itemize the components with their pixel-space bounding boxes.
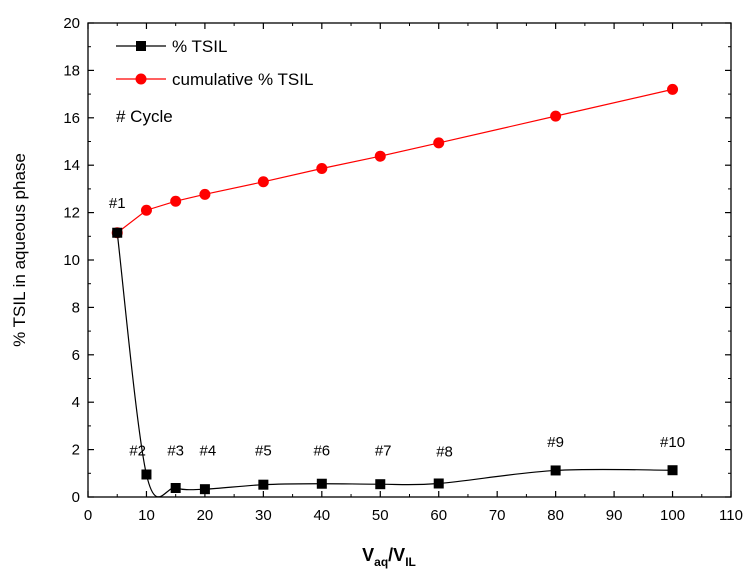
plot-area bbox=[111, 83, 679, 498]
x-tick-label: 90 bbox=[606, 507, 623, 524]
x-tick-label: 110 bbox=[719, 507, 743, 524]
series-line-1 bbox=[116, 88, 673, 234]
y-tick-label: 20 bbox=[63, 15, 80, 32]
x-tick-label: 100 bbox=[660, 507, 685, 524]
y-tick-label: 18 bbox=[63, 62, 80, 79]
cycle-label: #4 bbox=[199, 443, 216, 460]
data-point-square bbox=[667, 465, 678, 476]
y-tick-label: 8 bbox=[72, 299, 80, 316]
y-tick-label: 12 bbox=[63, 205, 80, 222]
y-tick-label: 2 bbox=[72, 442, 80, 459]
data-point-circle bbox=[667, 83, 679, 95]
y-tick-label: 4 bbox=[72, 394, 80, 411]
x-axis-title: Vaq/VIL bbox=[362, 545, 416, 569]
data-point-circle bbox=[433, 137, 445, 149]
x-tick-label: 10 bbox=[138, 507, 155, 524]
y-tick-label: 10 bbox=[63, 252, 80, 269]
cycle-label: #7 bbox=[375, 443, 392, 460]
axes: 0 10 20 30 40 50 60 70 80 90 100 110 0 2 4 6 8 10 12 14 16 18… bbox=[63, 15, 743, 524]
legend: % TSIL cumulative % TSIL # Cycle bbox=[116, 37, 313, 126]
cycle-label: #1 bbox=[109, 195, 126, 212]
y-tick-label: 0 bbox=[72, 489, 80, 506]
legend-label: cumulative % TSIL bbox=[172, 70, 313, 89]
data-point-square bbox=[375, 479, 386, 490]
x-tick-label: 0 bbox=[84, 507, 92, 524]
y-tick-label: 14 bbox=[63, 157, 80, 174]
x-tick-label: 30 bbox=[255, 507, 272, 524]
x-tick-label: 50 bbox=[372, 507, 389, 524]
legend-marker-circle bbox=[135, 73, 147, 85]
data-point-square bbox=[550, 465, 561, 476]
y-tick-label: 16 bbox=[63, 110, 80, 127]
data-point-circle bbox=[550, 110, 562, 122]
cycle-label: #10 bbox=[660, 434, 685, 451]
cycle-annotations: #1 #2 #3 #4 #5 #6 #7 #8 #9 #10 bbox=[109, 195, 685, 461]
cycle-label: #2 bbox=[129, 443, 146, 460]
cycle-label: #5 bbox=[255, 443, 272, 460]
data-point-circle bbox=[374, 150, 386, 162]
y-axis-title: % TSIL in aqueous phase bbox=[10, 153, 29, 347]
x-tick-label: 20 bbox=[197, 507, 214, 524]
x-tick-label: 80 bbox=[547, 507, 564, 524]
data-point-square bbox=[170, 482, 181, 493]
data-point-circle bbox=[316, 163, 328, 175]
legend-note: # Cycle bbox=[116, 107, 173, 126]
data-point-square bbox=[258, 479, 269, 490]
data-point-circle bbox=[140, 204, 152, 216]
cycle-label: #3 bbox=[167, 443, 184, 460]
legend-marker-square bbox=[136, 41, 146, 51]
data-point-square bbox=[141, 469, 152, 480]
data-point-square bbox=[433, 478, 444, 489]
data-point-square bbox=[199, 484, 210, 495]
cycle-label: #9 bbox=[547, 434, 564, 451]
cycle-label: #6 bbox=[313, 443, 330, 460]
y-tick-label: 6 bbox=[72, 347, 80, 364]
data-point-circle bbox=[199, 188, 211, 200]
data-point-square bbox=[112, 227, 123, 238]
data-point-circle bbox=[257, 176, 269, 188]
data-point-circle bbox=[170, 195, 182, 207]
cycle-label: #8 bbox=[436, 444, 453, 461]
legend-label: % TSIL bbox=[172, 37, 227, 56]
data-point-square bbox=[316, 478, 327, 489]
x-tick-label: 70 bbox=[489, 507, 506, 524]
x-tick-label: 40 bbox=[313, 507, 330, 524]
plot-frame bbox=[87, 22, 732, 498]
x-tick-label: 60 bbox=[430, 507, 447, 524]
